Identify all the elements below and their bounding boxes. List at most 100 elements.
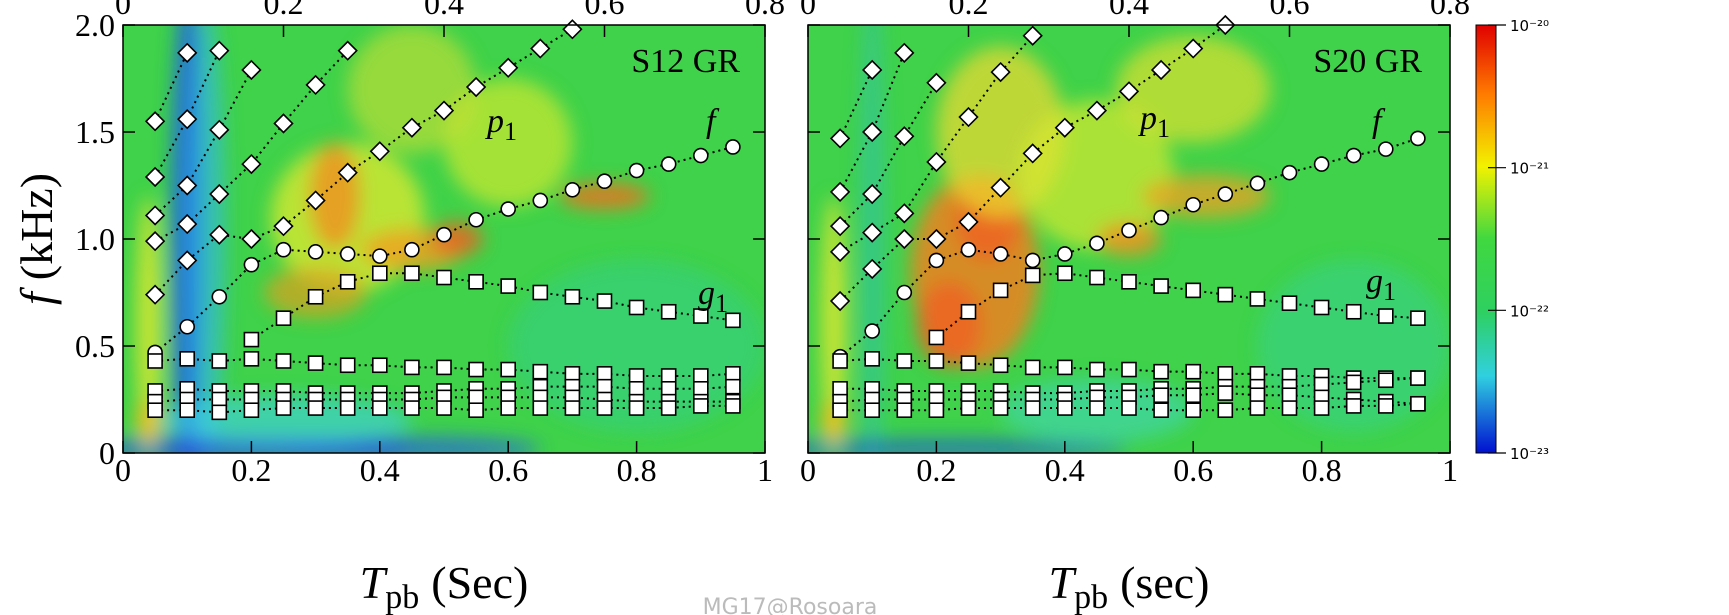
x-tick-label: 0.4 bbox=[360, 452, 400, 488]
square-marker bbox=[500, 278, 517, 294]
square-marker bbox=[692, 380, 709, 397]
square-marker bbox=[307, 355, 324, 371]
x-label-subscript: pb bbox=[1074, 579, 1108, 615]
square-marker bbox=[211, 391, 228, 408]
diamond-marker bbox=[829, 216, 851, 237]
spectrogram-feature bbox=[347, 25, 477, 154]
y-label-symbol: f bbox=[11, 286, 62, 305]
y-tick-label: 2.0 bbox=[75, 7, 115, 43]
circle-marker bbox=[1185, 196, 1201, 213]
diamond-marker bbox=[401, 117, 423, 138]
square-marker bbox=[307, 400, 324, 416]
colorbar-tick-label: 10⁻²³ bbox=[1510, 445, 1549, 463]
square-marker bbox=[532, 284, 549, 301]
circle-marker bbox=[596, 173, 613, 190]
diamond-marker bbox=[273, 113, 294, 134]
top-tick-label: 0.8 bbox=[1430, 0, 1470, 21]
square-marker bbox=[1281, 387, 1298, 404]
colorbar-tick-label: 10⁻²² bbox=[1510, 302, 1549, 320]
circle-marker bbox=[179, 318, 195, 335]
square-marker bbox=[1410, 310, 1426, 326]
square-marker bbox=[992, 400, 1009, 416]
diamond-marker bbox=[926, 72, 947, 93]
diamond-marker bbox=[241, 153, 262, 175]
spectrogram bbox=[123, 25, 765, 453]
circle-marker bbox=[1345, 147, 1362, 164]
diamond-marker bbox=[144, 284, 166, 305]
square-marker bbox=[596, 378, 613, 395]
annotation: g1 bbox=[698, 275, 728, 318]
x-tick-label: 0 bbox=[800, 452, 816, 488]
square-marker bbox=[928, 329, 945, 346]
square-marker bbox=[468, 402, 484, 419]
annotation-text: g bbox=[698, 275, 715, 312]
circle-marker bbox=[1313, 156, 1330, 172]
square-marker bbox=[725, 398, 741, 414]
circle-marker bbox=[1410, 130, 1426, 147]
square-marker bbox=[179, 351, 195, 367]
square-marker bbox=[1410, 395, 1426, 412]
square-marker bbox=[596, 293, 613, 309]
square-marker bbox=[628, 400, 645, 416]
diamond-marker bbox=[1054, 117, 1075, 138]
square-marker bbox=[339, 357, 356, 374]
x-tick-label: 0.2 bbox=[916, 452, 956, 488]
diamond-marker bbox=[1022, 143, 1043, 164]
series-line bbox=[839, 69, 874, 139]
top-tick-label: 0.2 bbox=[949, 0, 989, 21]
circle-marker bbox=[500, 201, 517, 217]
circle-marker bbox=[243, 256, 260, 273]
square-marker bbox=[628, 380, 645, 397]
square-marker bbox=[960, 355, 977, 371]
diamond-marker bbox=[862, 222, 883, 243]
spectrogram-feature bbox=[559, 183, 650, 210]
x-tick-label: 0.8 bbox=[617, 452, 657, 488]
circle-marker bbox=[1217, 186, 1234, 202]
square-marker bbox=[1217, 385, 1234, 401]
circle-marker bbox=[307, 244, 324, 260]
spectrogram-feature bbox=[1019, 99, 1174, 250]
diamond-marker bbox=[144, 166, 166, 188]
diamond-marker bbox=[177, 250, 198, 271]
square-marker bbox=[992, 357, 1009, 374]
diamond-marker bbox=[829, 181, 851, 203]
diamond-marker bbox=[177, 42, 198, 63]
diamond-marker bbox=[990, 61, 1011, 83]
spectrogram-feature bbox=[444, 78, 573, 207]
circle-marker bbox=[1378, 141, 1394, 157]
square-marker bbox=[1057, 265, 1073, 282]
diamond-marker bbox=[433, 100, 455, 121]
square-marker bbox=[211, 404, 228, 421]
colorbar bbox=[1475, 24, 1497, 454]
square-marker bbox=[179, 402, 195, 419]
diamond-marker bbox=[1118, 81, 1140, 102]
square-marker bbox=[1121, 361, 1137, 378]
circle-marker bbox=[1057, 246, 1073, 262]
diamond-marker bbox=[209, 224, 230, 245]
square-marker bbox=[307, 288, 324, 305]
diamond-marker bbox=[305, 190, 326, 211]
diamond-marker bbox=[241, 59, 262, 81]
square-marker bbox=[1378, 398, 1394, 414]
diamond-marker bbox=[862, 121, 883, 143]
diamond-marker bbox=[144, 205, 166, 226]
square-marker bbox=[1345, 374, 1362, 391]
diamond-marker bbox=[926, 151, 947, 173]
watermark: MG17@Rosoara bbox=[703, 595, 878, 615]
diamond-marker bbox=[209, 119, 230, 140]
diamond-marker bbox=[894, 126, 915, 147]
diamond-marker bbox=[958, 211, 979, 233]
annotation: p1 bbox=[485, 103, 517, 146]
x-label-unit: (sec) bbox=[1120, 557, 1209, 608]
series-line bbox=[154, 52, 189, 122]
square-marker bbox=[1249, 291, 1266, 307]
circle-marker bbox=[1089, 235, 1105, 252]
square-marker bbox=[660, 400, 677, 416]
top-tick-label: 0.4 bbox=[1109, 0, 1149, 21]
square-marker bbox=[660, 368, 677, 384]
x-tick-label: 1 bbox=[1442, 452, 1458, 488]
square-marker bbox=[532, 400, 549, 416]
square-marker bbox=[1313, 299, 1330, 316]
series-line bbox=[839, 82, 938, 227]
